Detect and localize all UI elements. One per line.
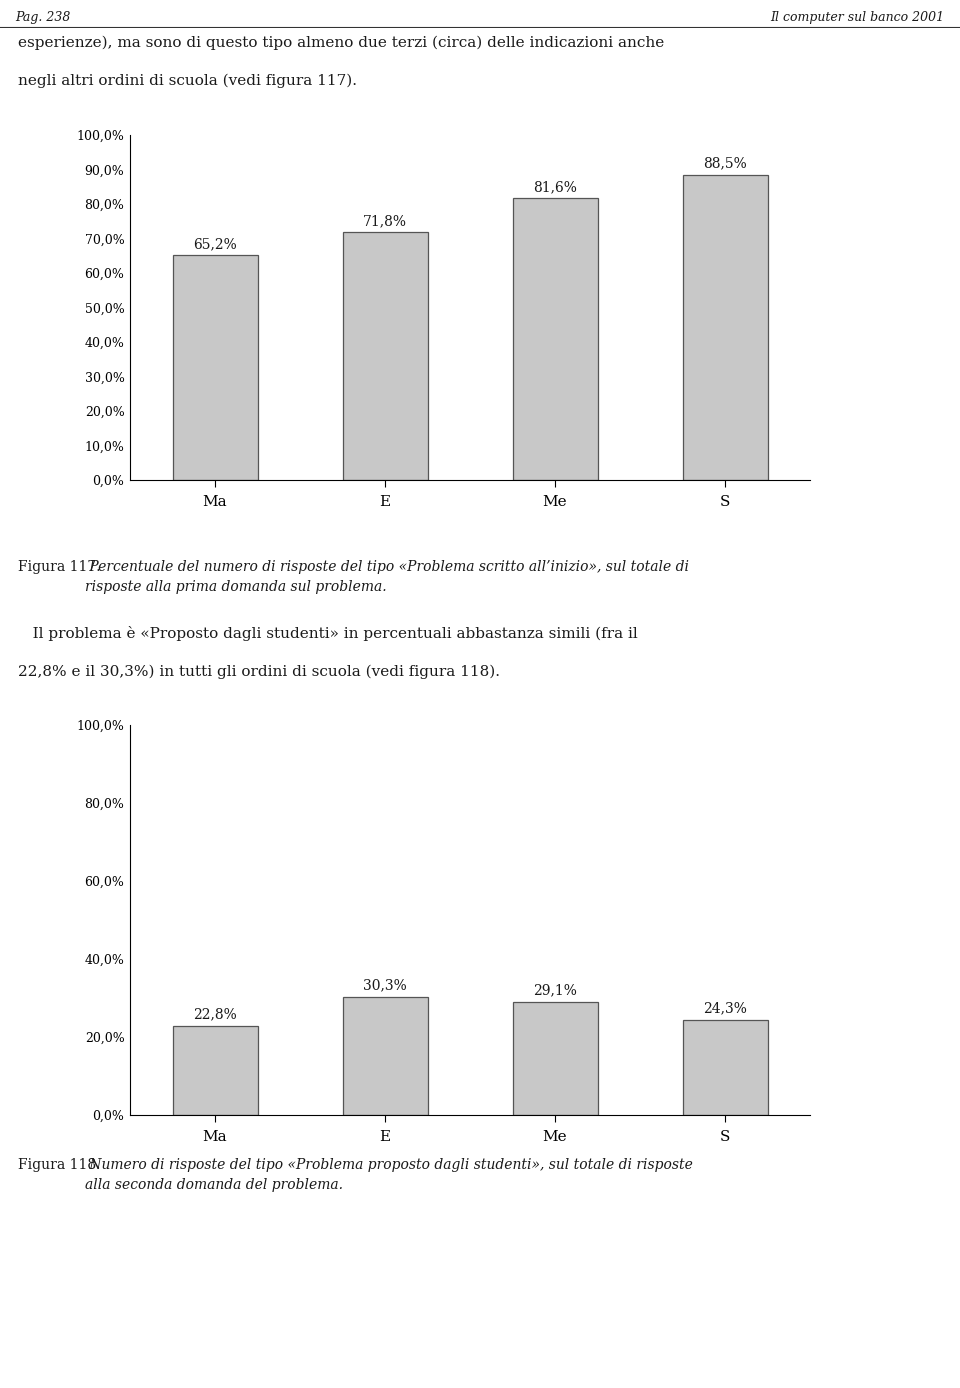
Bar [173,1026,257,1115]
Bar [343,997,427,1115]
Text: Figura 118.: Figura 118. [18,1158,101,1171]
Text: 22,8%: 22,8% [193,1008,237,1022]
Text: 30,3%: 30,3% [363,979,407,992]
Bar [513,198,597,480]
Text: Pag. 238: Pag. 238 [15,11,71,24]
Text: negli altri ordini di scuola (vedi figura 117).: negli altri ordini di scuola (vedi figur… [18,74,357,87]
Bar [683,1020,767,1115]
Text: 22,8% e il 30,3%) in tutti gli ordini di scuola (vedi figura 118).: 22,8% e il 30,3%) in tutti gli ordini di… [18,665,500,679]
Text: Percentuale del numero di risposte del tipo «Problema scritto all’inizio», sul t: Percentuale del numero di risposte del t… [84,559,688,594]
Bar [683,175,767,480]
Text: 65,2%: 65,2% [193,237,237,251]
Text: Il problema è «Proposto dagli studenti» in percentuali abbastanza simili (fra il: Il problema è «Proposto dagli studenti» … [18,626,637,641]
Bar [513,1002,597,1115]
Text: Il computer sul banco 2001: Il computer sul banco 2001 [771,11,945,24]
Text: 29,1%: 29,1% [533,983,577,997]
Text: 88,5%: 88,5% [703,157,747,171]
Text: esperienze), ma sono di questo tipo almeno due terzi (circa) delle indicazioni a: esperienze), ma sono di questo tipo alme… [18,36,664,50]
Text: 71,8%: 71,8% [363,214,407,228]
Text: Figura 117.: Figura 117. [18,559,101,575]
Bar [343,232,427,480]
Bar [173,255,257,480]
Text: 24,3%: 24,3% [703,1002,747,1016]
Text: Numero di risposte del tipo «Problema proposto dagli studenti», sul totale di ri: Numero di risposte del tipo «Problema pr… [84,1158,692,1191]
Text: 81,6%: 81,6% [533,180,577,194]
